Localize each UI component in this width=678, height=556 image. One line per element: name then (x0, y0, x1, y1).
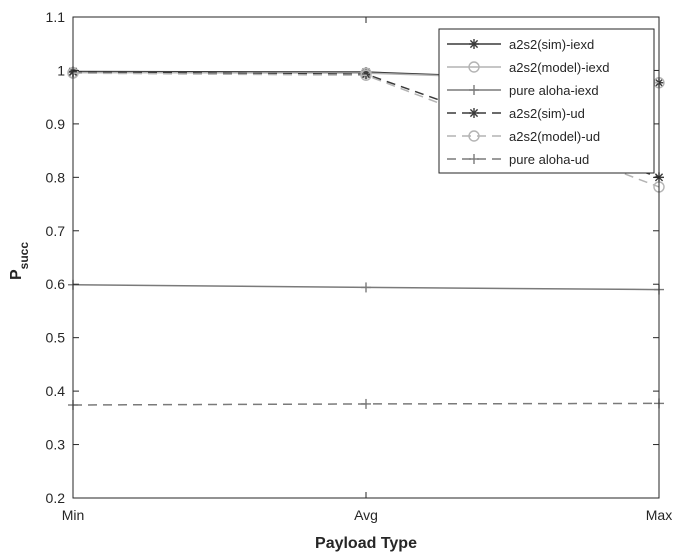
y-tick-label: 1.1 (46, 9, 66, 25)
y-tick-label: 0.3 (46, 437, 66, 453)
data-point (361, 398, 371, 409)
legend-box (438, 28, 655, 174)
legend-label: a2s2(model)-iexd (509, 60, 609, 75)
y-tick-label: 0.6 (46, 276, 66, 292)
x-tick-label: Avg (354, 507, 378, 523)
legend-label: pure aloha-iexd (509, 83, 599, 98)
legend-marker (469, 39, 479, 49)
legend-entry: a2s2(sim)-iexd (447, 37, 594, 52)
y-tick-label: 0.4 (46, 383, 66, 399)
data-point (360, 69, 372, 81)
legend-entry: a2s2(sim)-ud (447, 106, 585, 121)
y-tick-label: 1 (57, 62, 65, 78)
y-tick-label: 0.5 (46, 330, 66, 346)
y-tick-label: 0.8 (46, 169, 66, 185)
legend-entry: pure aloha-iexd (447, 83, 599, 98)
legend-label: a2s2(model)-ud (509, 129, 600, 144)
legend-entry: a2s2(model)-iexd (447, 60, 609, 75)
legend-entry: a2s2(model)-ud (447, 129, 600, 144)
y-axis-title: Psucc (8, 242, 31, 280)
y-tick-label: 0.2 (46, 490, 66, 506)
x-tick-label: Min (62, 507, 85, 523)
legend-entry: pure aloha-ud (447, 152, 589, 167)
y-axis-title-subscript: succ (17, 242, 31, 270)
legend-label: a2s2(sim)-iexd (509, 37, 594, 52)
legend-marker (469, 154, 479, 164)
legend-marker (469, 108, 479, 118)
legend-marker (469, 85, 479, 95)
y-tick-label: 0.7 (46, 223, 66, 239)
data-point (361, 69, 371, 80)
y-tick-label: 0.9 (46, 116, 66, 132)
legend-label: a2s2(sim)-ud (509, 106, 585, 121)
x-axis-title: Payload Type (315, 535, 417, 552)
y-axis-title-main: P (8, 269, 25, 280)
legend-marker (468, 61, 480, 73)
legend-marker (468, 130, 480, 142)
legend: a2s2(sim)-iexd a2s2(model)-iexd pure aloha… (438, 28, 655, 174)
data-point (361, 282, 371, 293)
axes-layer: 0.2 0.3 0.4 0.5 0.6 0.7 0.8 0.9 1 1.1 Min Avg Max (46, 9, 673, 523)
legend-label: pure aloha-ud (509, 152, 589, 167)
x-tick-label: Max (646, 507, 672, 523)
